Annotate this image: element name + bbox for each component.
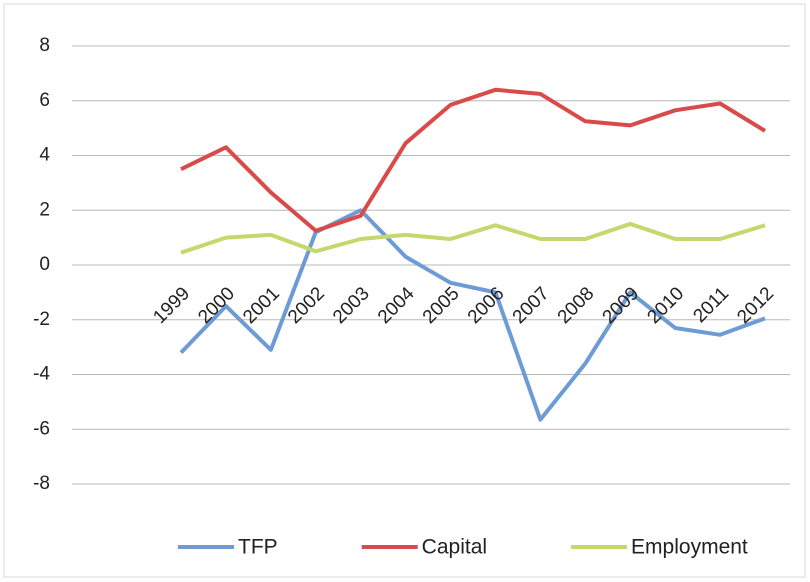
y-tick-label: -8 [33,473,50,494]
y-tick-label: -2 [33,309,50,330]
y-tick-label: 6 [39,90,50,111]
y-tick-label: 4 [39,145,50,166]
series-line [180,221,766,255]
series-line [180,87,767,233]
chart-frame [3,3,806,578]
y-tick-label: -6 [33,418,50,439]
legend-label: Employment [631,536,748,559]
legend-label: Capital [422,536,487,559]
series-line [179,208,766,422]
y-tick-label: -4 [33,364,50,385]
y-tick-label: 0 [39,254,50,275]
y-tick-label: 2 [39,199,50,220]
y-tick-label: 8 [39,35,50,56]
legend-label: TFP [238,536,278,559]
